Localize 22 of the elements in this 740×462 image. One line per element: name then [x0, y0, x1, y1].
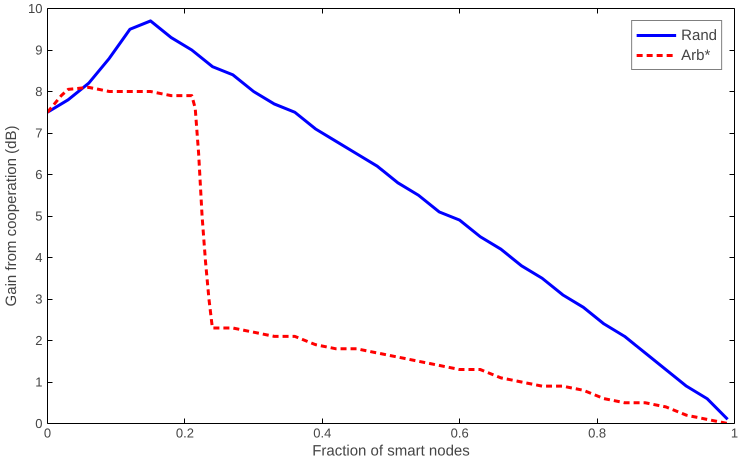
x-tick-label: 1	[730, 426, 738, 440]
y-tick-label: 3	[35, 292, 43, 306]
y-tick-label: 8	[35, 84, 43, 99]
y-tick-label: 7	[35, 126, 43, 140]
y-tick-label: 5	[35, 208, 43, 224]
y-tick-label: 1	[35, 374, 43, 390]
line-series	[48, 19, 730, 421]
x-tick-label: 0.8	[588, 426, 606, 440]
y-tick-label: 0	[35, 416, 43, 431]
y-tick-label: 9	[35, 42, 43, 58]
x-tick-label: 0.6	[450, 426, 469, 440]
y-tick-label: 4	[35, 250, 43, 265]
x-axis-title: Fraction of smart nodes	[312, 442, 470, 460]
y-tick-label: 6	[35, 167, 43, 182]
line-series	[48, 86, 730, 424]
legend-label: Arb*	[681, 46, 710, 64]
y-axis-title: Gain from cooperation (dB)	[3, 126, 20, 306]
x-tick-label: 0.2	[176, 426, 194, 440]
x-tick-label: 0.4	[313, 426, 332, 440]
y-tick-label: 10	[28, 1, 43, 16]
legend-label: Rand	[681, 26, 717, 44]
y-tick-label: 2	[35, 333, 43, 348]
